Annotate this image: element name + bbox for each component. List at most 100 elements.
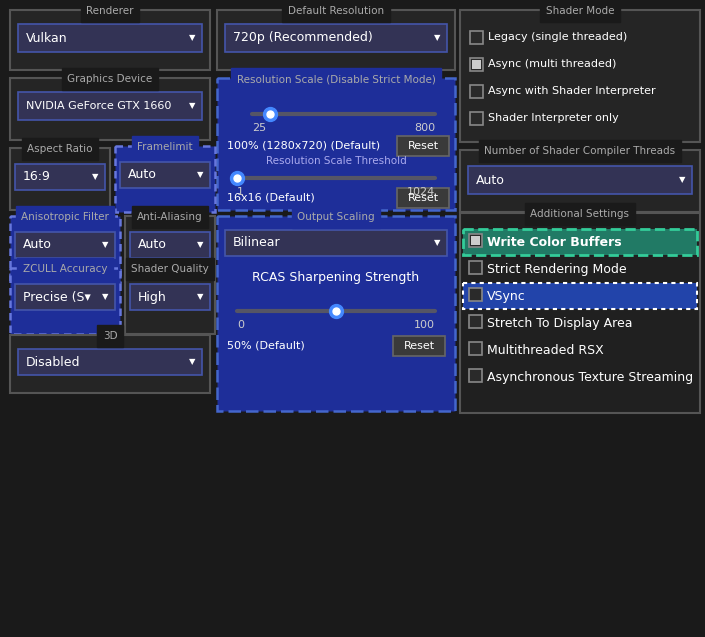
Bar	[470, 85, 483, 98]
Text: 1024: 1024	[407, 187, 435, 197]
Text: Auto: Auto	[138, 238, 167, 252]
Bar	[10, 216, 120, 282]
Text: Write Color Buffers: Write Color Buffers	[487, 236, 622, 249]
Text: Resolution Scale Threshold: Resolution Scale Threshold	[266, 156, 406, 166]
Text: ▼: ▼	[679, 176, 685, 185]
Text: Async with Shader Interpreter: Async with Shader Interpreter	[488, 86, 656, 96]
Text: Auto: Auto	[23, 238, 52, 252]
Text: ▼: ▼	[434, 238, 440, 248]
Text: ▼: ▼	[92, 173, 98, 182]
Bar	[15, 232, 115, 258]
Text: Renderer: Renderer	[86, 6, 134, 16]
Text: Additional Settings: Additional Settings	[530, 209, 630, 219]
Text: Legacy (single threaded): Legacy (single threaded)	[488, 32, 627, 42]
Bar	[469, 261, 482, 274]
Text: 0: 0	[237, 320, 244, 330]
Text: ▼: ▼	[102, 241, 109, 250]
Text: Stretch To Display Area: Stretch To Display Area	[487, 317, 632, 330]
Bar	[125, 216, 215, 282]
Bar	[15, 284, 115, 310]
Text: Auto: Auto	[128, 169, 157, 182]
Text: VSync: VSync	[487, 290, 526, 303]
Bar	[10, 78, 210, 140]
Bar	[469, 315, 482, 328]
Text: ▼: ▼	[197, 292, 203, 301]
Bar	[217, 216, 455, 411]
Bar	[471, 236, 480, 245]
Text: Reset: Reset	[407, 141, 439, 151]
Text: 100: 100	[414, 320, 435, 330]
Bar	[10, 268, 120, 334]
Text: Resolution Scale (Disable Strict Mode): Resolution Scale (Disable Strict Mode)	[237, 74, 436, 84]
Bar	[10, 148, 110, 210]
Text: Reset: Reset	[407, 193, 439, 203]
Bar	[217, 78, 455, 210]
Text: Shader Mode: Shader Mode	[546, 6, 614, 16]
Text: ▼: ▼	[197, 241, 203, 250]
Text: Output Scaling: Output Scaling	[298, 212, 375, 222]
Text: Anti-Aliasing: Anti-Aliasing	[137, 212, 203, 222]
Text: ▼: ▼	[189, 34, 195, 43]
Text: ZCULL Accuracy: ZCULL Accuracy	[23, 264, 107, 274]
Text: Number of Shader Compiler Threads: Number of Shader Compiler Threads	[484, 146, 675, 156]
Text: 1: 1	[237, 187, 244, 197]
Text: Strict Rendering Mode: Strict Rendering Mode	[487, 263, 627, 276]
Bar	[460, 213, 700, 413]
Text: High: High	[138, 290, 167, 303]
Bar	[463, 229, 697, 255]
Text: NVIDIA GeForce GTX 1660: NVIDIA GeForce GTX 1660	[26, 101, 171, 111]
Text: 100% (1280x720) (Default): 100% (1280x720) (Default)	[227, 141, 380, 151]
Bar	[115, 146, 215, 212]
Text: Aspect Ratio: Aspect Ratio	[27, 144, 93, 154]
Bar	[18, 349, 202, 375]
Bar	[470, 112, 483, 125]
Text: Anisotropic Filter: Anisotropic Filter	[21, 212, 109, 222]
Text: Reset: Reset	[403, 341, 434, 351]
Text: Async (multi threaded): Async (multi threaded)	[488, 59, 616, 69]
Bar	[469, 288, 482, 301]
Text: 3D: 3D	[103, 331, 117, 341]
Text: ▼: ▼	[197, 171, 203, 180]
Bar	[15, 164, 105, 190]
Bar	[125, 268, 215, 334]
Bar	[393, 336, 445, 356]
Bar	[469, 342, 482, 355]
Bar	[470, 58, 483, 71]
Text: 25: 25	[252, 123, 266, 133]
Bar	[463, 229, 697, 255]
Bar	[397, 188, 449, 208]
Text: Bilinear: Bilinear	[233, 236, 281, 250]
Text: ▼: ▼	[102, 292, 109, 301]
Bar	[470, 31, 483, 44]
Bar	[460, 150, 700, 212]
Text: Auto: Auto	[476, 173, 505, 187]
Text: ▼: ▼	[189, 357, 195, 366]
Text: Framelimit: Framelimit	[137, 142, 192, 152]
Text: Disabled: Disabled	[26, 355, 80, 368]
Text: Multithreaded RSX: Multithreaded RSX	[487, 344, 603, 357]
Bar	[463, 283, 697, 309]
Text: Vulkan: Vulkan	[26, 31, 68, 45]
Text: RCAS Sharpening Strength: RCAS Sharpening Strength	[252, 271, 419, 285]
Bar	[469, 234, 482, 247]
Bar	[463, 283, 697, 309]
Bar	[472, 60, 481, 69]
Text: 50% (Default): 50% (Default)	[227, 341, 305, 351]
Bar	[397, 136, 449, 156]
Text: ▼: ▼	[434, 34, 440, 43]
Text: 800: 800	[414, 123, 435, 133]
Bar	[225, 24, 447, 52]
Bar	[10, 10, 210, 70]
Text: 16x16 (Default): 16x16 (Default)	[227, 193, 314, 203]
Text: 16:9: 16:9	[23, 171, 51, 183]
Bar	[18, 24, 202, 52]
Text: Asynchronous Texture Streaming: Asynchronous Texture Streaming	[487, 371, 693, 384]
Bar	[217, 10, 455, 70]
Text: Default Resolution: Default Resolution	[288, 6, 384, 16]
Bar	[460, 10, 700, 142]
Text: Shader Quality: Shader Quality	[131, 264, 209, 274]
Bar	[120, 162, 210, 188]
Bar	[18, 92, 202, 120]
Bar	[225, 230, 447, 256]
Bar	[468, 166, 692, 194]
